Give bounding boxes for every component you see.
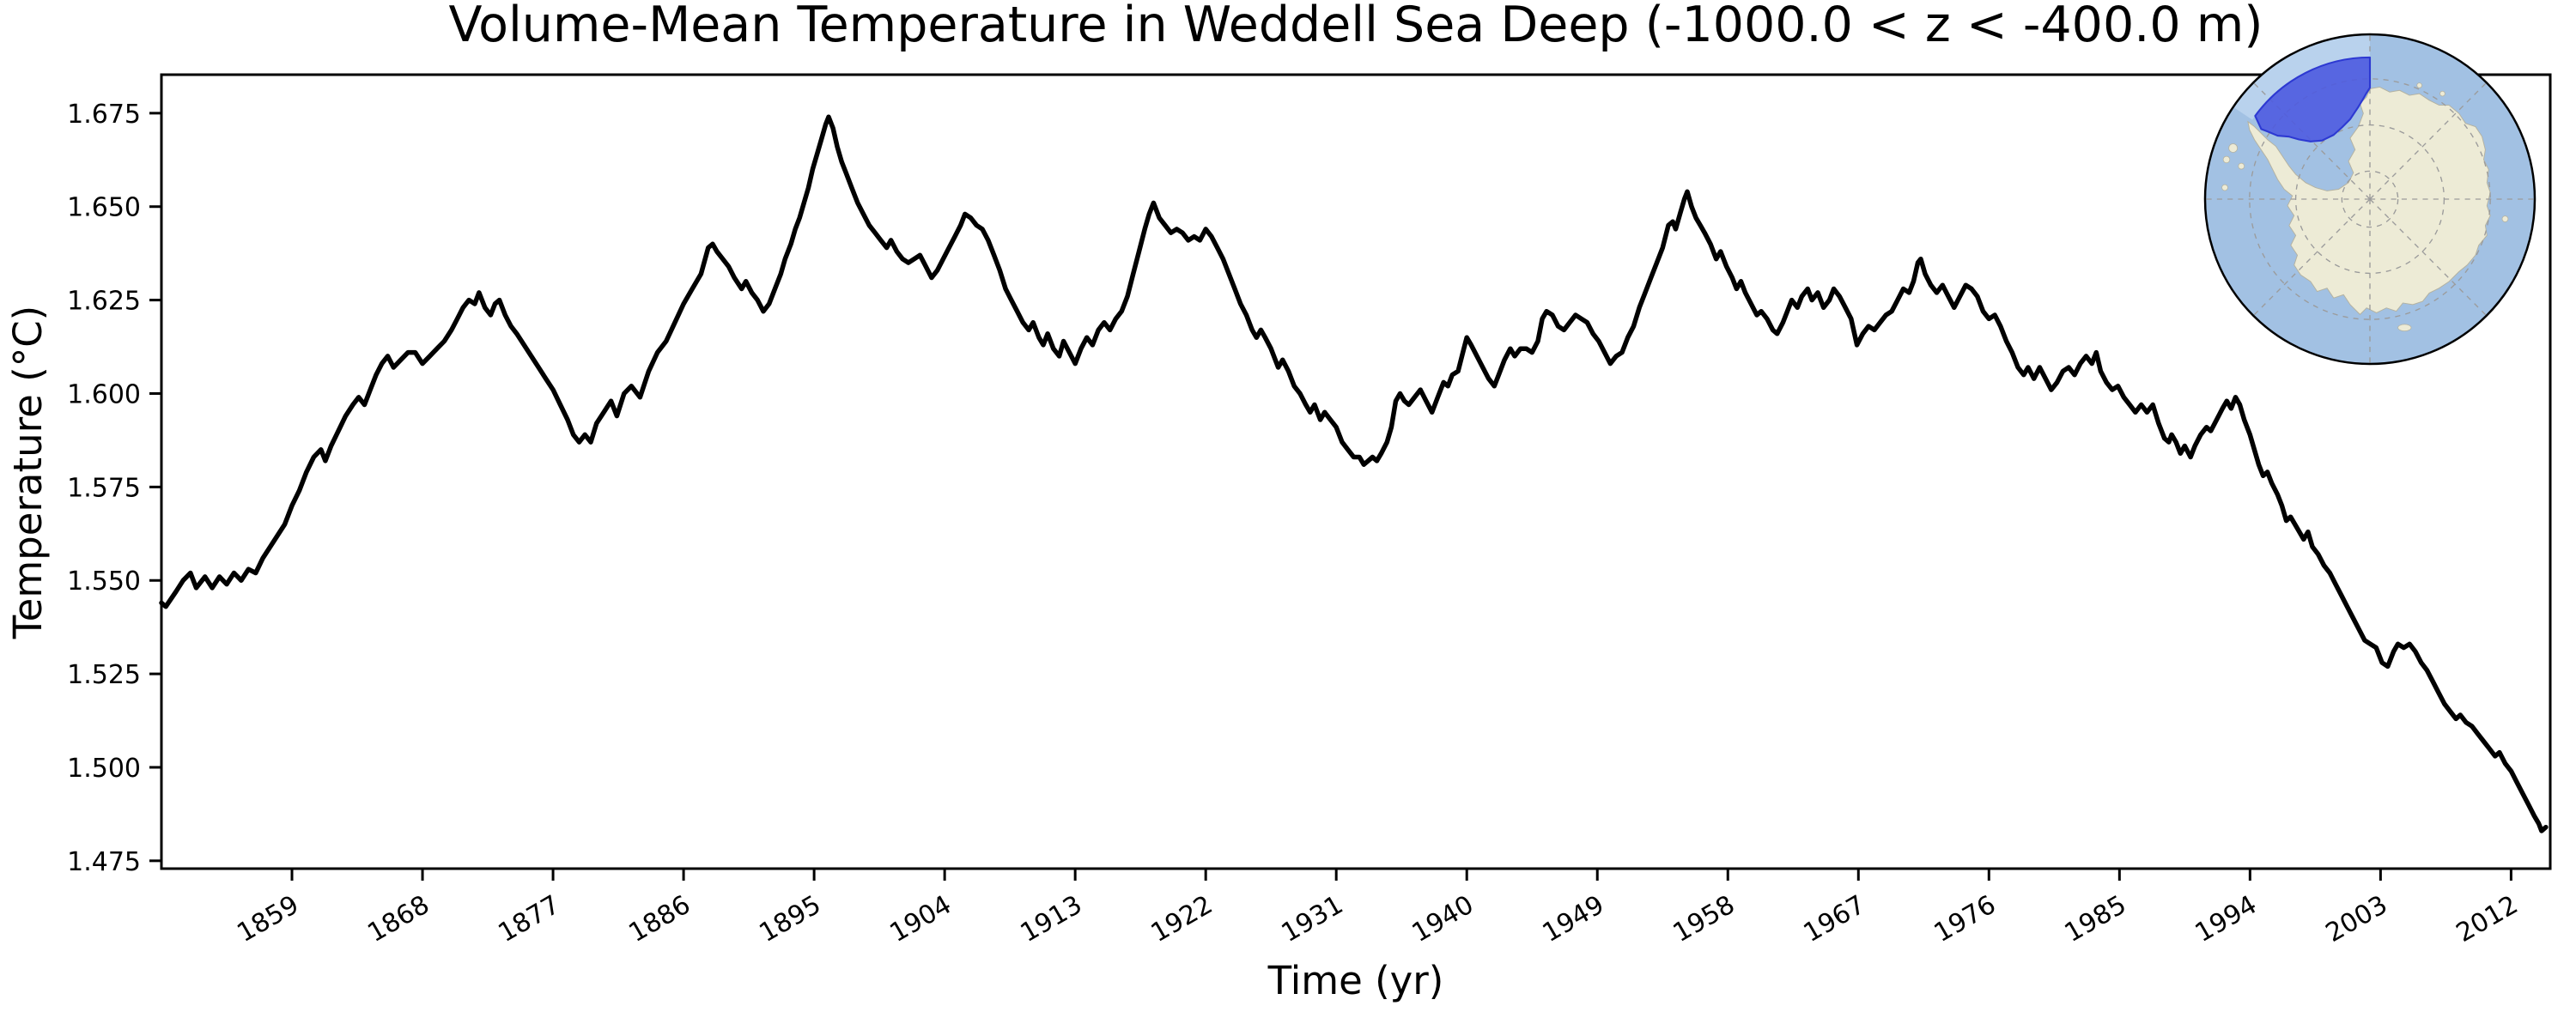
island bbox=[2397, 324, 2412, 331]
x-tick-label: 1976 bbox=[1929, 890, 2002, 948]
y-tick-label: 1.600 bbox=[67, 379, 141, 409]
x-tick-label: 1868 bbox=[362, 890, 434, 948]
x-tick-label: 1931 bbox=[1277, 890, 1349, 948]
weddell-sea-region bbox=[2254, 56, 2372, 142]
x-tick-label: 1913 bbox=[1016, 890, 1088, 948]
parallel-circle bbox=[2341, 170, 2399, 228]
plot-frame bbox=[160, 73, 2552, 870]
y-axis-ticks: 1.475 1.500 1.525 1.550 1.575 1.600 1.625 1.650… bbox=[67, 100, 161, 877]
x-tick-label: 1940 bbox=[1407, 890, 1479, 948]
x-tick-label: 1967 bbox=[1799, 890, 1871, 948]
x-axis-ticks: 1859 1868 1877 1886 1895 1904 1913 1922 1931 1940… bbox=[232, 869, 2523, 948]
y-tick-label: 1.575 bbox=[67, 473, 141, 503]
x-axis-label: Time (yr) bbox=[1267, 958, 1444, 1003]
inset-highlight-sector bbox=[2233, 33, 2370, 120]
meridian-line bbox=[2369, 198, 2488, 317]
island bbox=[2238, 162, 2245, 170]
inset-locator-map bbox=[2203, 33, 2537, 366]
antarctica-coastline bbox=[2247, 86, 2491, 316]
x-tick-label: 1922 bbox=[1146, 890, 1218, 948]
inset-globe-outline bbox=[2203, 33, 2537, 366]
antarctica-landmass bbox=[2221, 82, 2509, 331]
x-tick-label: 1877 bbox=[493, 890, 565, 948]
y-tick-label: 1.500 bbox=[67, 754, 141, 784]
island bbox=[2439, 90, 2445, 97]
island bbox=[2416, 82, 2422, 88]
x-tick-label: 1958 bbox=[1668, 890, 1741, 948]
island bbox=[2501, 215, 2509, 222]
x-tick-label: 1994 bbox=[2190, 890, 2263, 948]
island bbox=[2222, 155, 2231, 164]
y-tick-label: 1.525 bbox=[67, 660, 141, 690]
y-tick-label: 1.475 bbox=[67, 847, 141, 877]
x-tick-label: 1859 bbox=[232, 890, 304, 948]
x-tick-label: 1895 bbox=[754, 890, 826, 948]
x-tick-label: 2003 bbox=[2321, 890, 2393, 948]
x-tick-label: 1949 bbox=[1538, 890, 1610, 948]
island bbox=[2221, 184, 2228, 191]
y-tick-label: 1.675 bbox=[67, 100, 141, 130]
x-tick-label: 1985 bbox=[2060, 890, 2132, 948]
x-tick-label: 1904 bbox=[884, 890, 957, 948]
y-axis-label: Temperature (°C) bbox=[5, 306, 51, 639]
meridian-line bbox=[2369, 82, 2488, 200]
y-tick-label: 1.650 bbox=[67, 193, 141, 223]
chart-title: Volume-Mean Temperature in Weddell Sea D… bbox=[449, 0, 2263, 53]
x-tick-label: 1886 bbox=[623, 890, 696, 948]
y-tick-label: 1.625 bbox=[67, 287, 141, 317]
temperature-line bbox=[159, 114, 2549, 833]
y-tick-label: 1.550 bbox=[67, 566, 141, 597]
x-tick-label: 2012 bbox=[2451, 890, 2524, 948]
meridian-line bbox=[2252, 198, 2371, 317]
island bbox=[2228, 143, 2239, 153]
